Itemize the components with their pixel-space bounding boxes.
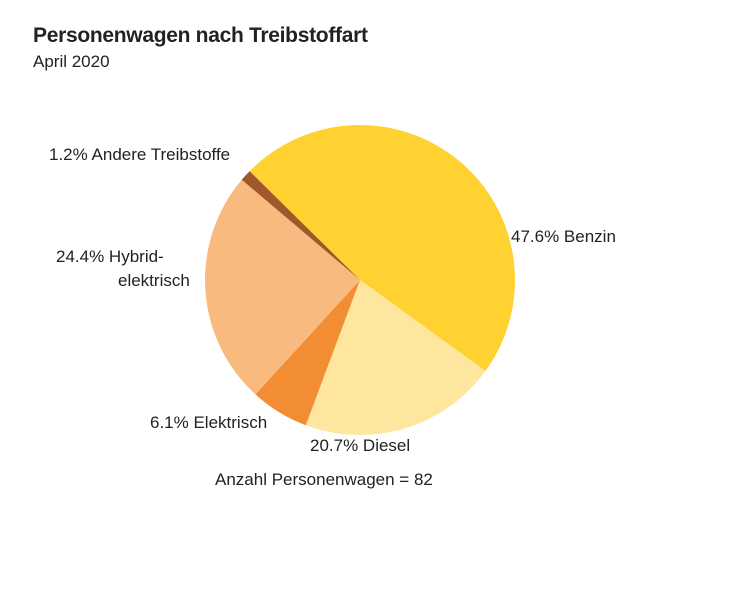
pie-slice-andere-treibstoffe bbox=[241, 171, 360, 280]
pie-slice-diesel bbox=[305, 280, 486, 435]
footnote: Anzahl Personenwagen = 82 bbox=[215, 470, 433, 489]
label-elektrisch: 6.1% Elektrisch bbox=[150, 413, 268, 432]
pie-slice-hybrid-elektrisch bbox=[204, 179, 360, 395]
label-benzin: 47.6% Benzin bbox=[511, 227, 616, 246]
pie-slice-elektrisch bbox=[255, 280, 360, 426]
chart-title: Personenwagen nach Treibstoffart bbox=[33, 24, 368, 47]
chart-subtitle: April 2020 bbox=[33, 52, 110, 71]
label-diesel: 20.7% Diesel bbox=[310, 436, 411, 455]
pie-slice-benzin bbox=[249, 125, 515, 372]
label-hybrid-line2: elektrisch bbox=[118, 271, 190, 290]
label-hybrid-line1: 24.4% Hybrid- bbox=[56, 247, 164, 266]
label-andere: 1.2% Andere Treibstoffe bbox=[49, 145, 231, 164]
